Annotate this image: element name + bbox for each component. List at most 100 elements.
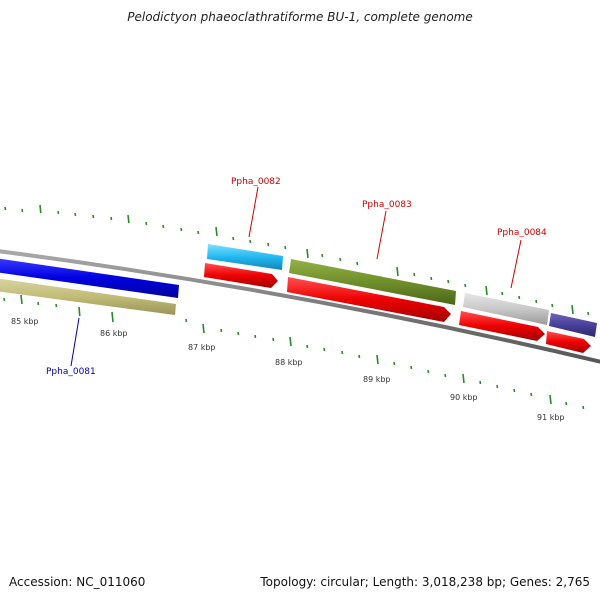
- tick-mark: [513, 388, 516, 393]
- gene-label-ppha-0083[interactable]: Ppha_0083: [362, 200, 412, 210]
- tick-mark: [4, 206, 7, 211]
- tick-mark: [549, 394, 552, 405]
- tick-mark: [321, 253, 324, 258]
- tick-mark: [185, 318, 188, 323]
- tick-mark: [323, 347, 326, 352]
- tick-mark: [197, 230, 200, 235]
- tick-mark: [180, 227, 183, 232]
- genome-summary-text: Topology: circular; Length: 3,018,238 bp…: [260, 575, 590, 589]
- tick-mark: [551, 303, 554, 308]
- feature-bar-khaki[interactable]: [0, 278, 176, 315]
- page-title: Pelodictyon phaeoclathratiforme BU-1, co…: [127, 10, 473, 24]
- tick-mark: [20, 294, 23, 305]
- gene-track-ppha-0084[interactable]: [459, 293, 549, 341]
- tick-mark: [202, 323, 205, 334]
- tick-mark: [565, 401, 568, 406]
- tick-mark: [267, 242, 270, 247]
- tick-mark: [272, 337, 275, 342]
- tick-mark: [254, 334, 257, 339]
- tick-mark: [396, 266, 399, 277]
- gene-track-next[interactable]: [546, 313, 597, 353]
- gene-label-ppha-0081[interactable]: Ppha_0081: [46, 367, 96, 377]
- leader-line: [248, 186, 259, 238]
- tick-mark: [74, 212, 77, 217]
- tick-mark: [289, 336, 292, 347]
- tick-mark: [356, 261, 359, 266]
- tick-mark: [110, 216, 113, 221]
- gene-track-ppha-0081[interactable]: [0, 258, 179, 315]
- orf-arrow-red[interactable]: [546, 331, 591, 353]
- tick-mark: [284, 245, 287, 250]
- genome-backbone: [0, 249, 600, 364]
- tick-mark: [145, 221, 148, 226]
- tick-mark: [162, 224, 165, 229]
- scale-label: 91 kbp: [537, 413, 565, 422]
- scale-label: 90 kbp: [450, 393, 478, 402]
- tick-mark: [447, 279, 450, 284]
- scale-label: 86 kbp: [100, 329, 128, 338]
- tick-mark: [530, 392, 533, 397]
- scale-label: 88 kbp: [275, 358, 303, 367]
- leader-line: [376, 210, 387, 260]
- tick-mark: [341, 350, 344, 355]
- tick-mark: [462, 373, 465, 384]
- tick-mark: [39, 204, 42, 214]
- tick-mark: [37, 301, 40, 306]
- outer-tick-ring: [4, 204, 590, 316]
- cds-bar-grey[interactable]: [463, 293, 549, 325]
- orf-arrow-red[interactable]: [459, 311, 545, 341]
- tick-mark: [111, 311, 114, 323]
- tick-mark: [571, 304, 574, 315]
- orf-arrow-red[interactable]: [204, 263, 278, 288]
- tick-mark: [582, 405, 585, 410]
- cds-bar-indigo[interactable]: [549, 313, 597, 337]
- tick-mark: [215, 226, 218, 237]
- tick-mark: [92, 214, 95, 219]
- inner-tick-ring: [3, 294, 585, 410]
- tick-mark: [501, 291, 504, 296]
- scale-label: 87 kbp: [188, 343, 216, 352]
- tick-mark: [127, 214, 130, 224]
- tick-mark: [496, 384, 499, 389]
- gene-label-ppha-0084[interactable]: Ppha_0084: [497, 228, 547, 238]
- cds-bar-blue[interactable]: [0, 258, 179, 298]
- scale-labels: 85 kbp 86 kbp 87 kbp 88 kbp 89 kbp 90 kb…: [11, 317, 565, 422]
- tick-mark: [220, 328, 223, 333]
- tick-mark: [430, 276, 433, 281]
- tick-mark: [237, 331, 240, 336]
- tick-mark: [518, 295, 521, 300]
- tick-mark: [78, 306, 81, 317]
- tick-mark: [339, 257, 342, 262]
- tick-mark: [410, 365, 413, 370]
- tick-mark: [232, 236, 235, 241]
- tick-mark: [249, 239, 252, 244]
- orf-arrow-red[interactable]: [287, 277, 451, 322]
- gene-label-ppha-0082[interactable]: Ppha_0082: [231, 177, 281, 187]
- tick-mark: [306, 248, 309, 259]
- tick-mark: [306, 344, 309, 349]
- tick-mark: [479, 380, 482, 385]
- tick-mark: [413, 272, 416, 277]
- tick-mark: [358, 354, 361, 359]
- scale-label: 89 kbp: [363, 375, 391, 384]
- accession-text: Accession: NC_011060: [9, 575, 146, 589]
- tick-mark: [535, 299, 538, 304]
- gene-track-ppha-0083[interactable]: [287, 259, 456, 322]
- cds-bar-olive[interactable]: [289, 259, 456, 305]
- leader-line: [70, 317, 80, 367]
- tick-mark: [376, 354, 379, 365]
- tick-mark: [57, 210, 60, 215]
- gene-labels: Ppha_0082 Ppha_0083 Ppha_0084 Ppha_0081: [46, 177, 547, 377]
- tick-mark: [3, 297, 6, 302]
- tick-mark: [55, 303, 58, 308]
- gene-track-ppha-0082[interactable]: [204, 244, 283, 288]
- cds-bar-cyan[interactable]: [207, 244, 283, 270]
- scale-label: 85 kbp: [11, 317, 39, 326]
- tick-mark: [485, 285, 488, 296]
- leader-line: [510, 239, 522, 289]
- tick-mark: [587, 311, 590, 316]
- tick-mark: [427, 369, 430, 374]
- tick-mark: [393, 361, 396, 366]
